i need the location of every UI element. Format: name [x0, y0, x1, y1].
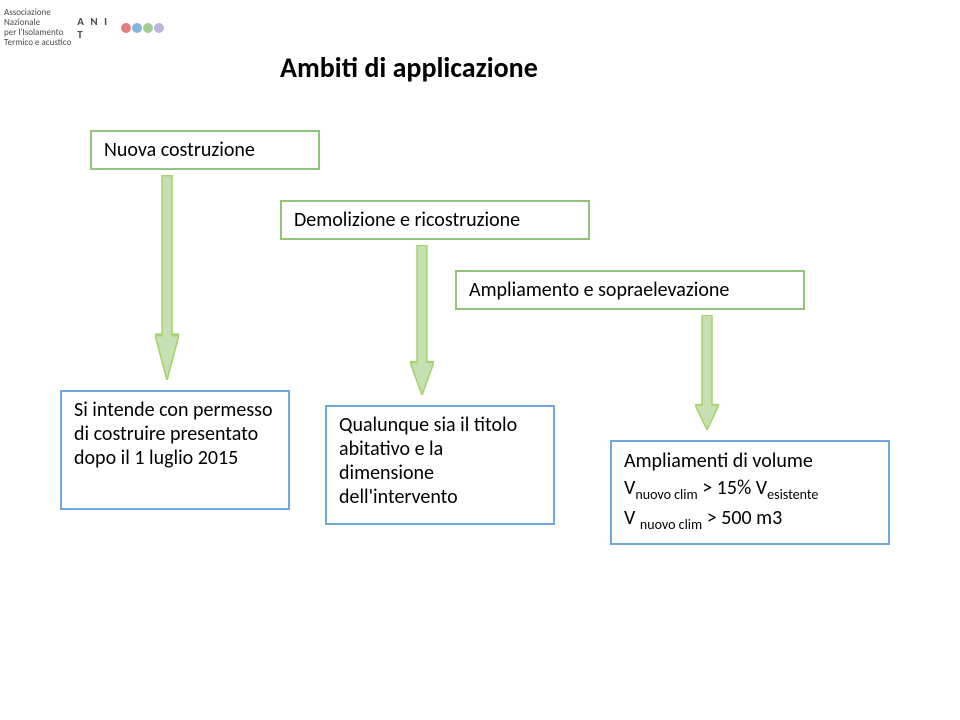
- logo: Associazione Nazionale per l'Isolamento …: [4, 4, 164, 52]
- logo-brand: A N I T: [77, 15, 164, 41]
- box-ampliamento: Ampliamento e sopraelevazione: [455, 270, 805, 310]
- logo-circles: [121, 23, 164, 33]
- logo-circle: [121, 23, 131, 33]
- arrow-down-icon: [695, 315, 719, 430]
- arrow-down-icon: [410, 245, 434, 395]
- box-label: Demolizione e ricostruzione: [294, 208, 520, 232]
- box-label: Si intende con permesso di costruire pre…: [74, 398, 276, 470]
- logo-circle: [154, 23, 164, 33]
- arrow-down-icon: [155, 175, 179, 380]
- logo-text: Associazione Nazionale per l'Isolamento …: [4, 8, 71, 48]
- page-title: Ambiti di applicazione: [280, 50, 538, 85]
- box-demolizione: Demolizione e ricostruzione: [280, 200, 590, 240]
- box-ampliamenti-volume: Ampliamenti di volume Vnuovo clim > 15% …: [610, 440, 890, 545]
- box-permesso: Si intende con permesso di costruire pre…: [60, 390, 290, 510]
- box-label: Nuova costruzione: [104, 138, 255, 162]
- box-nuova-costruzione: Nuova costruzione: [90, 130, 320, 170]
- box-label: Ampliamenti di volume Vnuovo clim > 15% …: [624, 448, 818, 535]
- logo-circle: [132, 23, 142, 33]
- box-label: Ampliamento e sopraelevazione: [469, 278, 729, 302]
- box-label: Qualunque sia il titolo abitativo e la d…: [339, 413, 541, 509]
- logo-circle: [143, 23, 153, 33]
- box-qualunque: Qualunque sia il titolo abitativo e la d…: [325, 405, 555, 525]
